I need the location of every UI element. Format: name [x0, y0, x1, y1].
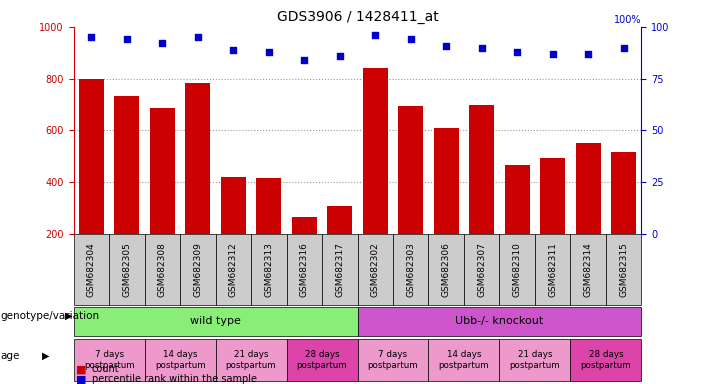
Point	[583, 51, 594, 57]
Text: percentile rank within the sample: percentile rank within the sample	[92, 374, 257, 384]
Text: GSM682308: GSM682308	[158, 242, 167, 297]
Bar	[434, 128, 458, 286]
Bar	[144, 339, 216, 381]
Bar	[464, 234, 500, 305]
Point	[441, 43, 452, 49]
Bar	[109, 234, 144, 305]
Bar	[287, 234, 322, 305]
Bar	[185, 83, 210, 286]
Bar	[358, 339, 428, 381]
Point	[192, 34, 203, 40]
Point	[369, 32, 381, 38]
Point	[86, 34, 97, 40]
Text: GSM682303: GSM682303	[407, 242, 415, 297]
Point	[512, 49, 523, 55]
Text: ■: ■	[76, 374, 87, 384]
Bar	[79, 79, 104, 286]
Text: wild type: wild type	[190, 316, 241, 326]
Bar	[358, 307, 641, 336]
Bar	[292, 217, 317, 286]
Bar	[428, 234, 464, 305]
Bar	[322, 234, 358, 305]
Bar	[576, 144, 601, 286]
Bar	[74, 339, 144, 381]
Bar	[398, 106, 423, 286]
Bar	[287, 339, 358, 381]
Point	[228, 46, 239, 53]
Text: 21 days
postpartum: 21 days postpartum	[510, 350, 560, 370]
Text: 21 days
postpartum: 21 days postpartum	[226, 350, 276, 370]
Bar	[216, 234, 251, 305]
Text: GSM682313: GSM682313	[264, 242, 273, 297]
Point	[263, 49, 274, 55]
Text: count: count	[92, 364, 119, 374]
Text: 7 days
postpartum: 7 days postpartum	[368, 350, 418, 370]
Text: 14 days
postpartum: 14 days postpartum	[439, 350, 489, 370]
Point	[334, 53, 346, 59]
Text: GSM682306: GSM682306	[442, 242, 451, 297]
Text: GSM682315: GSM682315	[619, 242, 628, 297]
Bar	[428, 339, 499, 381]
Bar	[505, 166, 530, 286]
Bar	[535, 234, 571, 305]
Text: GSM682312: GSM682312	[229, 242, 238, 297]
Text: 7 days
postpartum: 7 days postpartum	[84, 350, 135, 370]
Text: GSM682310: GSM682310	[512, 242, 522, 297]
Point	[299, 57, 310, 63]
Text: GSM682316: GSM682316	[300, 242, 308, 297]
Text: 100%: 100%	[614, 15, 641, 25]
Text: ▶: ▶	[42, 351, 49, 361]
Bar	[216, 339, 287, 381]
Bar	[150, 108, 175, 286]
Text: genotype/variation: genotype/variation	[1, 311, 100, 321]
Text: 14 days
postpartum: 14 days postpartum	[155, 350, 205, 370]
Bar	[144, 234, 180, 305]
Point	[476, 45, 487, 51]
Point	[547, 51, 558, 57]
Bar	[257, 179, 281, 286]
Text: GSM682311: GSM682311	[548, 242, 557, 297]
Text: ■: ■	[76, 364, 87, 374]
Bar	[221, 177, 246, 286]
Text: GSM682302: GSM682302	[371, 242, 380, 297]
Bar	[327, 205, 352, 286]
Point	[121, 36, 132, 42]
Bar	[114, 96, 139, 286]
Text: ▶: ▶	[65, 311, 72, 321]
Bar	[74, 234, 109, 305]
Text: Ubb-/- knockout: Ubb-/- knockout	[456, 316, 543, 326]
Bar	[251, 234, 287, 305]
Bar	[358, 234, 393, 305]
Title: GDS3906 / 1428411_at: GDS3906 / 1428411_at	[277, 10, 438, 25]
Bar	[606, 234, 641, 305]
Text: GSM682317: GSM682317	[335, 242, 344, 297]
Bar	[499, 339, 571, 381]
Text: GSM682305: GSM682305	[123, 242, 131, 297]
Bar	[393, 234, 428, 305]
Text: GSM682314: GSM682314	[584, 242, 592, 297]
Bar	[540, 158, 565, 286]
Bar	[363, 68, 388, 286]
Text: GSM682304: GSM682304	[87, 242, 96, 297]
Point	[157, 40, 168, 46]
Text: 28 days
postpartum: 28 days postpartum	[580, 350, 631, 370]
Bar	[571, 339, 641, 381]
Text: 28 days
postpartum: 28 days postpartum	[297, 350, 347, 370]
Text: age: age	[1, 351, 20, 361]
Point	[405, 36, 416, 42]
Bar	[611, 152, 636, 286]
Bar	[74, 307, 358, 336]
Text: GSM682307: GSM682307	[477, 242, 486, 297]
Bar	[180, 234, 216, 305]
Text: GSM682309: GSM682309	[193, 242, 203, 297]
Bar	[469, 104, 494, 286]
Bar	[499, 234, 535, 305]
Bar	[571, 234, 606, 305]
Point	[618, 45, 629, 51]
